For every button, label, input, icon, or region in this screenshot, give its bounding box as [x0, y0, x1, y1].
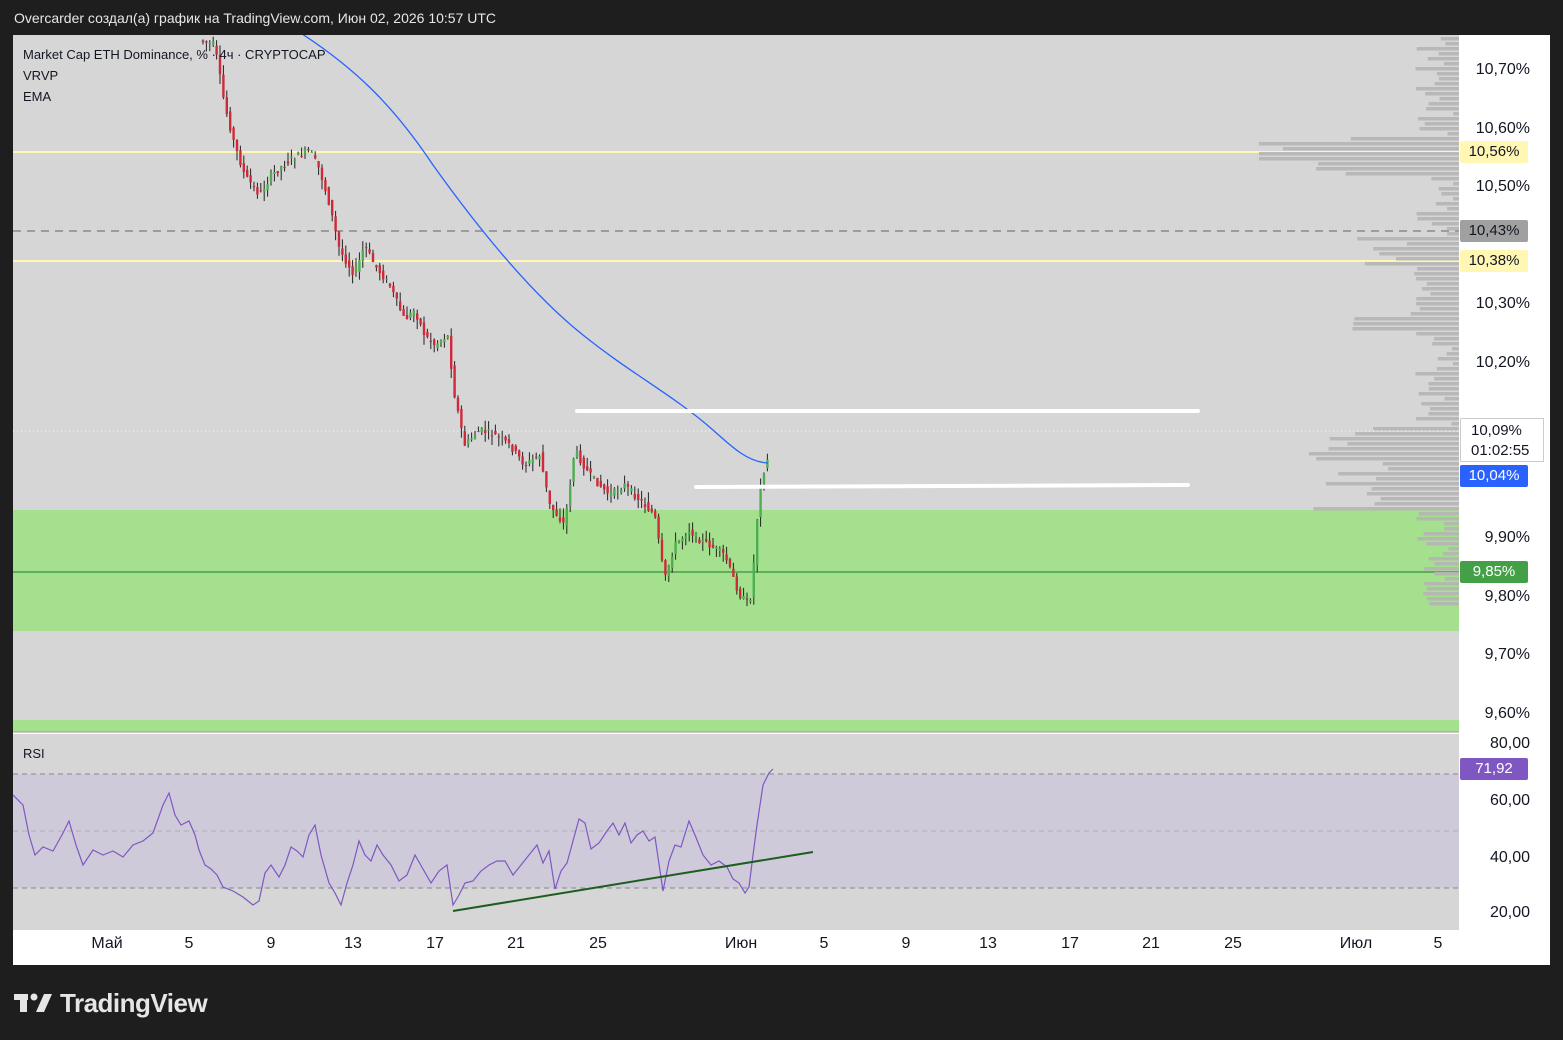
time-tick: 9 — [266, 935, 276, 952]
lower-zone[interactable] — [13, 720, 1459, 732]
level-985-tag[interactable]: 9,85% — [1460, 561, 1528, 583]
chart-panel[interactable]: Market Cap ETH Dominance, % · 4ч · CRYPT… — [13, 35, 1550, 965]
bar-countdown: 01:02:55 — [1471, 442, 1530, 459]
price-tick: 9,80% — [1484, 588, 1530, 605]
chart-canvas[interactable] — [13, 35, 1550, 965]
time-tick: 5 — [819, 935, 829, 952]
price-tick: 10,50% — [1475, 178, 1530, 195]
breakout-drawing[interactable] — [694, 483, 1190, 489]
time-tick: Май — [91, 935, 123, 952]
price-tick: 9,70% — [1484, 646, 1530, 663]
chart-legend[interactable]: Market Cap ETH Dominance, % · 4ч · CRYPT… — [23, 44, 326, 107]
price-tick: 10,20% — [1475, 354, 1530, 371]
time-tick: Июн — [724, 935, 758, 952]
ema-label[interactable]: EMA — [23, 89, 52, 104]
last-price-tag[interactable]: 10,09% 01:02:55 — [1460, 418, 1544, 462]
tradingview-mark-icon — [14, 993, 52, 1012]
time-tick: 13 — [344, 935, 362, 952]
tradingview-logo[interactable]: TradingView — [14, 987, 208, 1018]
chart-caption: Overcarder создал(а) график на TradingVi… — [14, 10, 497, 26]
volume-profile — [1259, 37, 1459, 606]
time-tick: 21 — [1142, 935, 1160, 952]
time-tick: 25 — [1224, 935, 1242, 952]
price-tick: 10,70% — [1475, 61, 1530, 78]
level-1038-tag[interactable]: 10,38% — [1460, 250, 1528, 272]
vrvp-label[interactable]: VRVP — [23, 68, 59, 83]
demand-zone[interactable] — [13, 510, 1459, 631]
time-tick: 5 — [184, 935, 194, 952]
rsi-trendline[interactable] — [452, 851, 814, 912]
level-1056-tag[interactable]: 10,56% — [1460, 141, 1528, 163]
level-1043-tag[interactable]: 10,43% — [1460, 220, 1528, 242]
candles — [201, 36, 769, 607]
time-tick: 25 — [589, 935, 607, 952]
brand-name: TradingView — [60, 987, 208, 1018]
time-tick: 13 — [979, 935, 997, 952]
time-tick: 17 — [426, 935, 444, 952]
price-tick: 9,90% — [1484, 529, 1530, 546]
time-tick: Июл — [1339, 935, 1373, 952]
price-tick: 9,60% — [1484, 705, 1530, 722]
rsi-tick: 80,00 — [1489, 735, 1530, 752]
rsi-legend[interactable]: RSI — [23, 746, 45, 761]
rsi-tick: 20,00 — [1489, 904, 1530, 921]
rsi-line[interactable] — [13, 768, 774, 907]
rsi-tick: 40,00 — [1489, 849, 1530, 866]
rsi-tick: 60,00 — [1489, 792, 1530, 809]
rsi-value-tag[interactable]: 71,92 — [1460, 758, 1528, 780]
time-tick: 21 — [507, 935, 525, 952]
ema-line[interactable] — [288, 35, 769, 464]
time-tick: 9 — [901, 935, 911, 952]
price-tick: 10,30% — [1475, 295, 1530, 312]
price-tick: 10,60% — [1475, 120, 1530, 137]
time-tick: 5 — [1433, 935, 1443, 952]
symbol-label[interactable]: Market Cap ETH Dominance, % · 4ч · CRYPT… — [23, 47, 326, 62]
last-price-value: 10,09% — [1471, 422, 1522, 439]
time-tick: 17 — [1061, 935, 1079, 952]
ema-tag[interactable]: 10,04% — [1460, 465, 1528, 487]
